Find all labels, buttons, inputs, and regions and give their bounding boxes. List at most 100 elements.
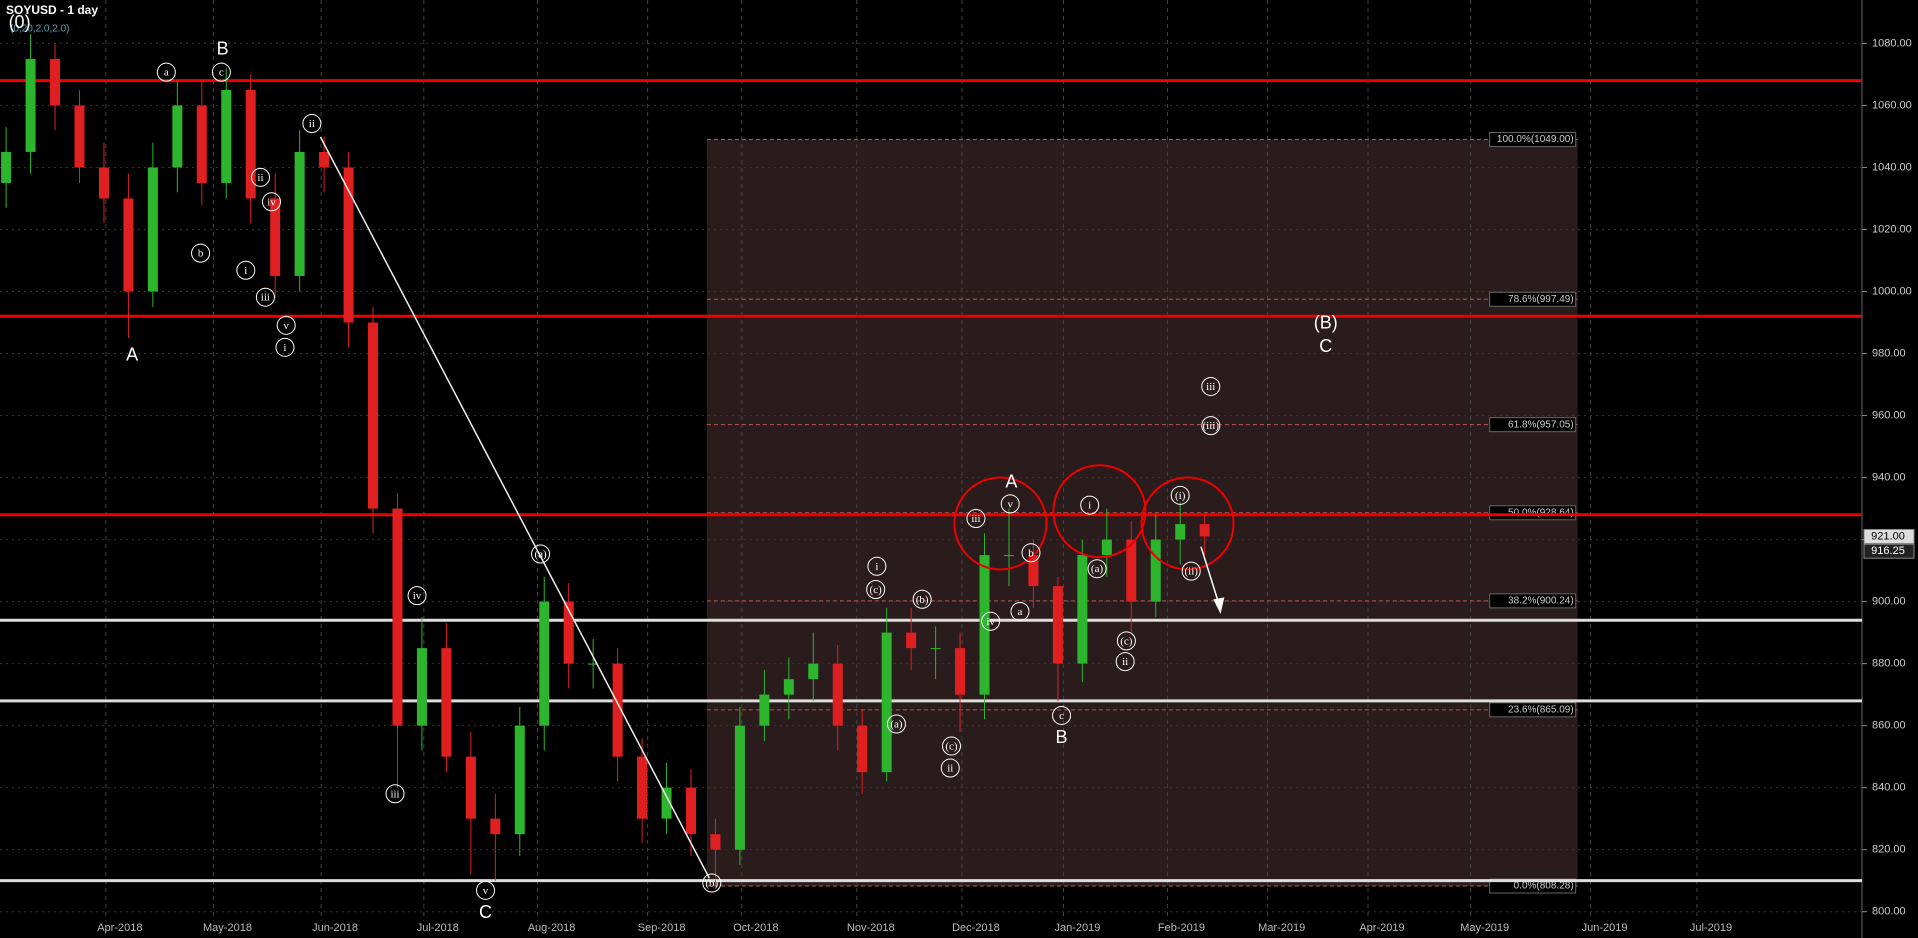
arrow-shaft — [1200, 546, 1221, 606]
wave-circle — [912, 589, 932, 609]
candle-body — [270, 198, 281, 276]
candle-body — [612, 663, 623, 757]
fib-label: 50.0%(928.64) — [1508, 507, 1574, 518]
chart-subtitle: (0,20,2.0,2.0) — [10, 24, 69, 35]
wave-label: a — [164, 67, 169, 79]
wave-label: B — [217, 39, 229, 59]
wave-circle — [1052, 705, 1072, 725]
fib-label-box — [1489, 593, 1577, 609]
wave-circle — [211, 62, 231, 82]
candle-body — [245, 89, 256, 199]
highlight-circle — [1052, 464, 1147, 559]
wave-circle — [866, 579, 886, 599]
candle-body — [661, 787, 672, 819]
candle-body — [832, 663, 843, 726]
wave-label: i — [875, 561, 878, 573]
candle-body — [416, 648, 427, 726]
x-tick-label: May-2019 — [1460, 922, 1509, 934]
wave-label: b — [1028, 547, 1034, 559]
y-tick-label: 860.00 — [1872, 720, 1906, 732]
price-tag — [1863, 528, 1915, 544]
candle-body — [1126, 539, 1137, 602]
y-tick-label: 1040.00 — [1872, 161, 1912, 173]
fib-label: 0.0%(808.28) — [1514, 881, 1574, 892]
wave-label: (c) — [1120, 635, 1133, 647]
arrow-head — [1213, 597, 1225, 614]
wave-circle — [476, 880, 496, 900]
wave-label: A — [1005, 472, 1017, 492]
wave-label: v — [483, 885, 489, 897]
fib-label: 23.6%(865.09) — [1508, 704, 1574, 715]
candle-body — [490, 818, 501, 835]
candle-body — [685, 787, 696, 835]
wave-circle — [867, 556, 887, 576]
y-tick-label: 1000.00 — [1872, 285, 1912, 297]
wave-circle — [702, 873, 722, 893]
candle-body — [734, 725, 745, 850]
wave-label: C — [1319, 336, 1332, 356]
wave-circle — [255, 287, 275, 307]
fib-label-box — [1489, 291, 1577, 307]
candle-body — [98, 167, 109, 199]
candle-body — [1101, 539, 1112, 556]
wave-label: (b) — [916, 594, 929, 606]
candle-body — [172, 105, 183, 168]
wave-circle — [275, 337, 295, 357]
fib-label-box — [1489, 505, 1577, 521]
fib-label-box — [1489, 417, 1577, 433]
candle-body — [930, 648, 941, 650]
candle-body — [637, 756, 648, 819]
wave-circle — [1010, 602, 1030, 621]
wave-label: iii — [971, 513, 980, 525]
wave-label: iv — [267, 196, 276, 208]
candle-body — [1175, 524, 1186, 540]
price-tag-label: 916.25 — [1871, 545, 1905, 557]
y-tick-label: 980.00 — [1872, 347, 1906, 359]
x-tick-label: Dec-2018 — [952, 922, 1000, 934]
candle-body — [1199, 524, 1210, 537]
wave-circle — [886, 714, 906, 734]
x-tick-label: Aug-2018 — [528, 922, 576, 934]
candle-body — [1003, 555, 1014, 557]
wave-label: (a) — [1091, 563, 1104, 575]
candle-body — [759, 694, 770, 726]
highlight-circle — [1140, 476, 1235, 571]
wave-label: (iii) — [1203, 420, 1220, 432]
candle-body — [392, 508, 403, 726]
x-tick-label: May-2018 — [203, 922, 252, 934]
chart-title: SOYUSD - 1 day — [6, 3, 98, 17]
wave-circle — [276, 315, 296, 335]
wave-circle — [940, 758, 960, 778]
wave-circle — [1021, 543, 1041, 563]
candle-body — [1077, 555, 1088, 664]
wave-label: v — [1007, 498, 1013, 510]
y-tick-label: 880.00 — [1872, 658, 1906, 670]
wave-circle — [1201, 376, 1221, 396]
fib-label: 38.2%(900.24) — [1508, 595, 1574, 606]
wave-circle — [941, 736, 961, 756]
candle-body — [74, 105, 85, 168]
wave-circle — [302, 114, 322, 134]
x-tick-label: Jul-2018 — [417, 922, 459, 934]
wave-label: b — [198, 248, 204, 260]
x-tick-label: Apr-2018 — [97, 922, 142, 934]
candle-body — [441, 648, 452, 757]
x-tick-label: Oct-2018 — [733, 922, 778, 934]
x-tick-label: Nov-2018 — [847, 922, 895, 934]
x-tick-label: Apr-2019 — [1359, 922, 1404, 934]
wave-label: i — [283, 342, 286, 354]
price-tag-label: 921.00 — [1871, 530, 1905, 542]
wave-circle — [1181, 561, 1201, 581]
y-tick-label: 840.00 — [1872, 782, 1906, 794]
wave-label: ii — [309, 118, 315, 130]
wave-label: i — [244, 265, 247, 277]
wave-label: (a) — [890, 719, 903, 731]
y-tick-label: 1060.00 — [1872, 99, 1912, 111]
candle-body — [25, 58, 36, 152]
candle-body — [588, 663, 599, 665]
x-tick-label: Mar-2019 — [1258, 922, 1305, 934]
candle-body — [514, 725, 525, 835]
wave-circle — [1170, 485, 1190, 505]
wave-circle — [1201, 416, 1221, 436]
wave-label: iii — [390, 788, 399, 800]
